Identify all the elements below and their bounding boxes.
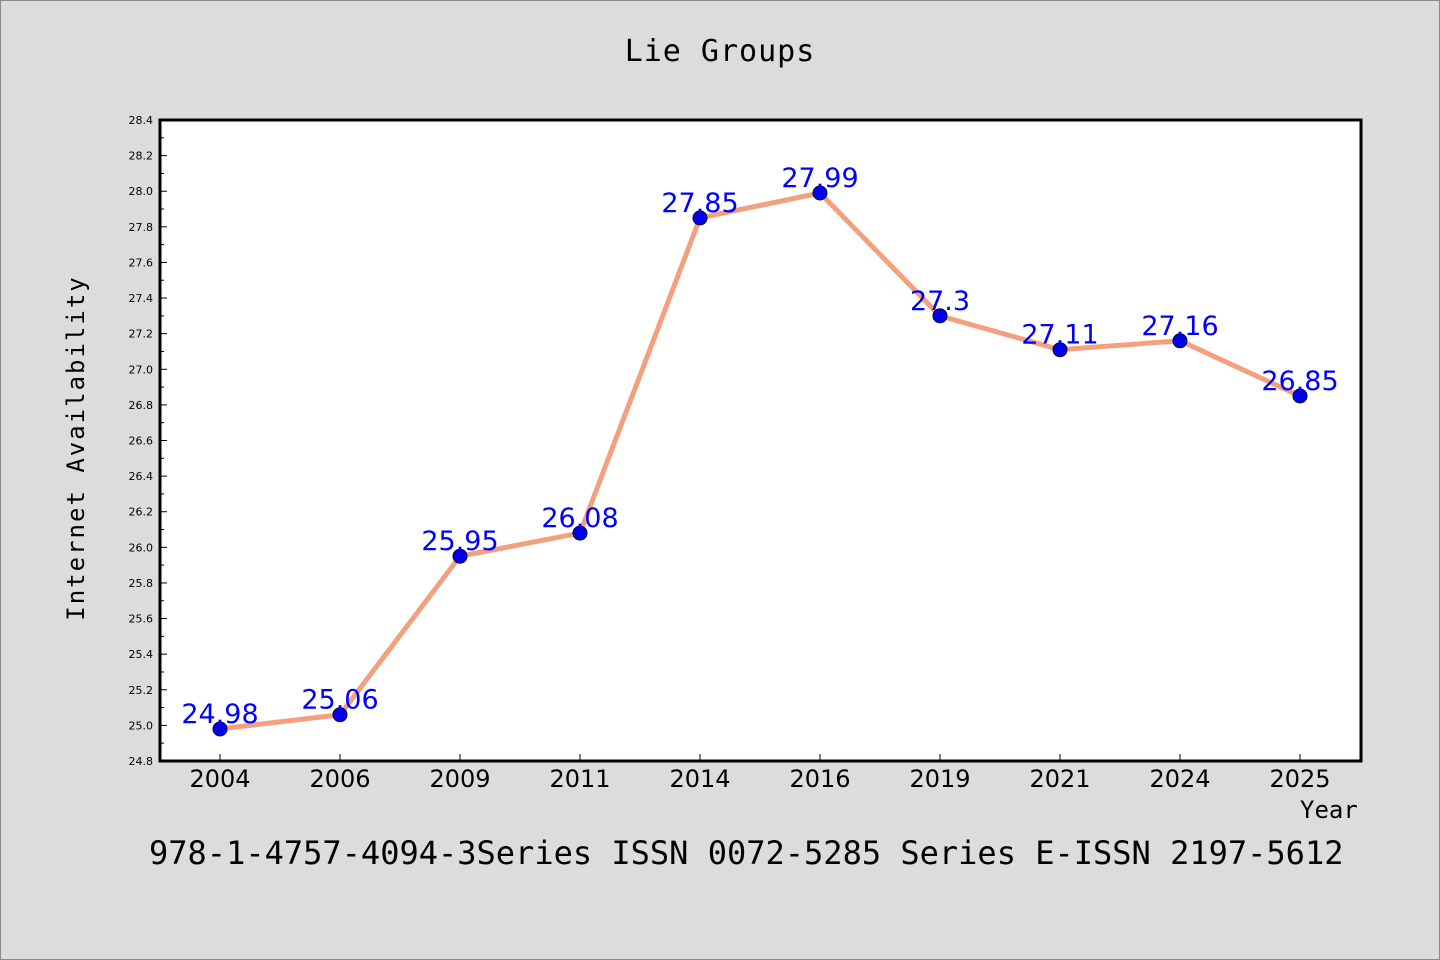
chart-title: Lie Groups	[624, 34, 816, 69]
y-tick-label: 28.4	[129, 114, 154, 127]
x-tick-label: 2006	[309, 765, 370, 793]
data-markers	[212, 185, 1308, 737]
y-tick-label: 24.8	[129, 755, 154, 768]
data-point	[1172, 333, 1188, 349]
y-tick-label: 25.8	[129, 577, 154, 590]
x-tick-label: 2014	[669, 765, 730, 793]
x-tick-label: 2024	[1149, 765, 1210, 793]
y-tick-label: 25.6	[129, 613, 154, 626]
x-tick-label: 2004	[189, 765, 250, 793]
x-tick-label: 2009	[429, 765, 490, 793]
x-axis-label: Year	[1300, 796, 1358, 824]
y-tick-label: 27.6	[129, 256, 154, 269]
data-point	[332, 707, 348, 723]
data-label: 25.06	[301, 685, 378, 716]
data-label: 26.85	[1261, 366, 1338, 397]
y-tick-label: 25.4	[129, 648, 154, 661]
data-label: 24.98	[181, 699, 258, 730]
data-point	[1052, 342, 1068, 358]
data-label: 27.85	[661, 188, 738, 219]
y-tick-label: 27.2	[129, 328, 154, 341]
plot-area	[158, 118, 1363, 763]
y-tick-label: 26.6	[129, 435, 154, 448]
data-label: 27.99	[781, 163, 858, 194]
y-tick-label: 26.2	[129, 506, 154, 519]
data-point	[452, 548, 468, 564]
y-tick-label: 25.2	[129, 684, 154, 697]
data-point	[1292, 388, 1308, 404]
y-tick-label: 26.8	[129, 399, 154, 412]
y-tick-label: 26.0	[129, 541, 154, 554]
y-tick-label: 27.0	[129, 363, 154, 376]
x-axis: 2004 2006 2009 2011 2014 2016 2019 2021 2024 2025	[189, 754, 1331, 793]
x-tick-label: 2011	[549, 765, 610, 793]
y-axis: 24.8 25.0 25.2 25.4 25.6 25.8 26.0 26.2 26.4 26.6…	[129, 114, 167, 768]
x-tick-label: 2021	[1029, 765, 1090, 793]
data-labels: 24.98 25.06 25.95 26.08 27.85 27.99 27.3 27.11 2…	[181, 163, 1338, 730]
data-point	[212, 721, 228, 737]
footer-text: 978-1-4757-4094-3Series ISSN 0072-5285 S…	[149, 834, 1344, 872]
series-line	[217, 190, 1303, 732]
x-tick-label: 2019	[909, 765, 970, 793]
data-label: 27.11	[1021, 320, 1098, 351]
x-tick-label: 2016	[789, 765, 850, 793]
data-point	[692, 210, 708, 226]
y-tick-label: 27.8	[129, 221, 154, 234]
data-point	[932, 308, 948, 324]
data-label: 26.08	[541, 503, 618, 534]
data-point	[812, 185, 828, 201]
y-tick-label: 25.0	[129, 719, 154, 732]
x-tick-label: 2025	[1269, 765, 1330, 793]
y-tick-label: 28.0	[129, 185, 154, 198]
y-tick-label: 28.2	[129, 150, 154, 163]
data-point	[572, 525, 588, 541]
y-tick-label: 27.4	[129, 292, 154, 305]
data-label: 27.16	[1141, 311, 1218, 342]
data-label: 25.95	[421, 526, 498, 557]
data-label: 27.3	[910, 286, 970, 317]
y-tick-label: 26.4	[129, 470, 154, 483]
